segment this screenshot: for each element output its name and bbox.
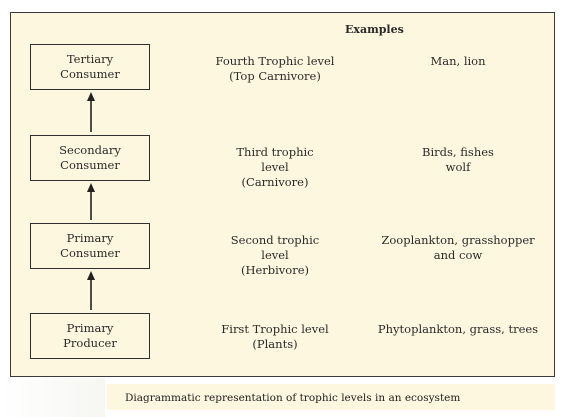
example-line: Zooplankton, grasshopper: [381, 233, 535, 247]
trophic-level-line: level: [261, 248, 289, 262]
box-label-line: Primary: [66, 321, 114, 335]
trophic-level-text: First Trophic level (Plants): [195, 322, 355, 352]
trophic-level-text: Third trophic level (Carnivore): [195, 145, 355, 190]
caption-background: [107, 384, 555, 410]
trophic-level-line: (Herbivore): [240, 263, 310, 277]
box-label-line: Consumer: [60, 158, 120, 172]
figure-caption: Diagrammatic representation of trophic l…: [125, 392, 461, 404]
examples-heading: Examples: [345, 23, 404, 36]
tertiary-consumer-box: Tertiary Consumer: [30, 44, 150, 90]
trophic-level-line: Third trophic: [236, 145, 314, 159]
trophic-level-text: Second trophic level (Herbivore): [195, 233, 355, 278]
up-arrow-icon: [87, 271, 95, 310]
trophic-level-line: (Carnivore): [241, 175, 309, 189]
up-arrow-icon: [87, 92, 95, 132]
trophic-level-line: First Trophic level: [221, 322, 329, 336]
example-line: wolf: [445, 160, 471, 174]
example-line: Man, lion: [430, 54, 486, 68]
example-text: Zooplankton, grasshopper and cow: [358, 233, 558, 263]
up-arrow-icon: [87, 183, 95, 220]
box-label-line: Secondary: [59, 143, 121, 157]
box-label-line: Tertiary: [66, 52, 114, 66]
example-text: Phytoplankton, grass, trees: [358, 322, 558, 337]
example-line: and cow: [433, 248, 483, 262]
box-label-line: Producer: [63, 336, 117, 350]
example-line: Birds, fishes: [422, 145, 494, 159]
example-text: Birds, fishes wolf: [358, 145, 558, 175]
example-line: Phytoplankton, grass, trees: [377, 322, 539, 336]
box-label-line: Consumer: [60, 246, 120, 260]
left-fade: [0, 378, 105, 417]
example-text: Man, lion: [358, 54, 558, 69]
secondary-consumer-box: Secondary Consumer: [30, 135, 150, 181]
trophic-level-text: Fourth Trophic level (Top Carnivore): [195, 54, 355, 84]
primary-producer-box: Primary Producer: [30, 313, 150, 359]
box-label-line: Consumer: [60, 67, 120, 81]
trophic-level-line: (Top Carnivore): [229, 69, 321, 83]
primary-consumer-box: Primary Consumer: [30, 223, 150, 269]
trophic-level-line: Second trophic: [230, 233, 320, 247]
trophic-level-line: (Plants): [252, 337, 298, 351]
trophic-level-line: Fourth Trophic level: [215, 54, 335, 68]
trophic-level-line: level: [261, 160, 289, 174]
box-label-line: Primary: [66, 231, 114, 245]
